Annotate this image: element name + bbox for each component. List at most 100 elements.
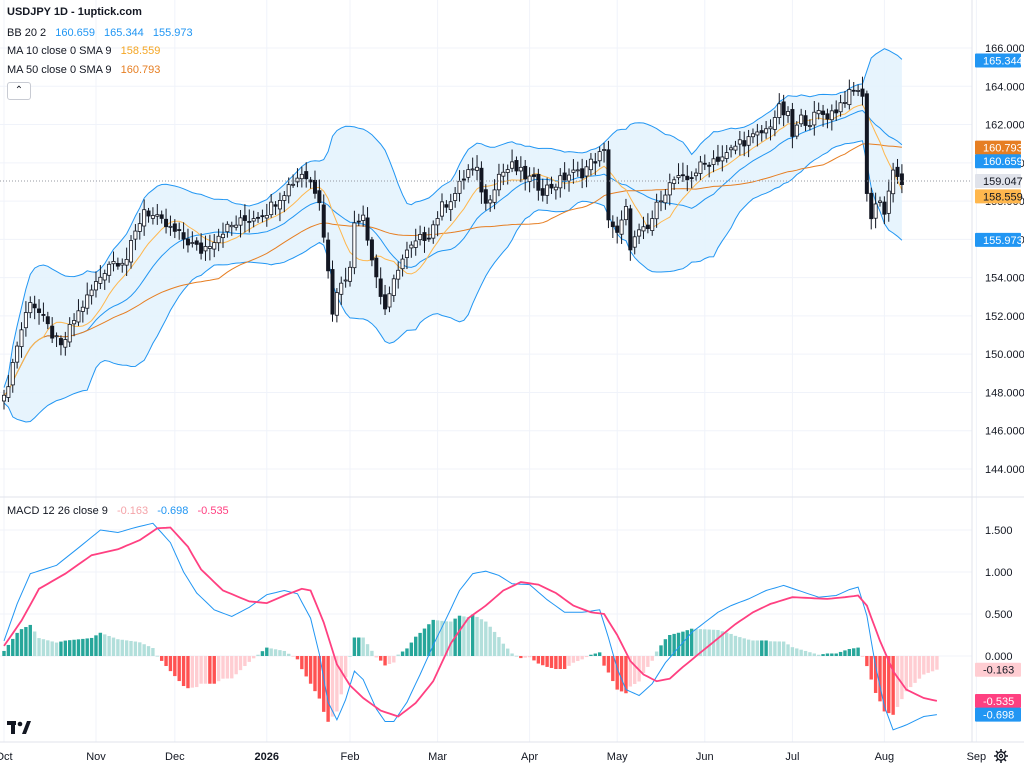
macd-histogram-bar <box>32 631 37 656</box>
time-tick-label: Oct <box>0 751 13 763</box>
candle-body <box>794 124 799 137</box>
candle-body <box>799 114 804 125</box>
candle-body <box>781 101 786 116</box>
candle <box>672 176 677 190</box>
candle <box>291 174 296 188</box>
candle <box>312 170 317 199</box>
candle-body <box>383 294 388 310</box>
candle-body <box>527 175 532 183</box>
ma10-legend[interactable]: MA 10 close 0 SMA 9 158.559 <box>7 45 160 57</box>
macd-histogram-bar <box>409 642 414 656</box>
candle <box>580 158 585 189</box>
tradingview-logo[interactable] <box>6 716 32 738</box>
macd-histogram-bar <box>755 640 760 656</box>
candle <box>711 150 716 173</box>
gear-icon[interactable] <box>993 748 1009 764</box>
candle <box>418 225 423 246</box>
candle-body <box>536 174 541 191</box>
macd-histogram-bar <box>164 656 168 667</box>
macd-histogram-bar <box>361 637 365 656</box>
candle-body <box>32 303 37 309</box>
candle <box>37 299 42 325</box>
macd-histogram-bar <box>860 656 865 657</box>
macd-histogram-bar <box>103 634 107 656</box>
ma50-legend[interactable]: MA 50 close 0 SMA 9 160.793 <box>7 64 160 76</box>
time-tick-label: Nov <box>86 751 106 763</box>
macd-histogram-bar <box>41 639 46 656</box>
macd-histogram-bar <box>628 656 633 687</box>
candle-body <box>829 110 834 121</box>
macd-histogram-bar <box>545 656 549 667</box>
candle <box>203 235 208 261</box>
macd-histogram-bar <box>523 656 527 658</box>
candle-body <box>632 236 637 248</box>
candle-body <box>444 204 449 208</box>
candle-body <box>339 282 344 295</box>
candle-body <box>558 175 563 189</box>
macd-histogram-bar <box>852 648 856 656</box>
price-tick-label: 166.000 <box>985 43 1024 55</box>
macd-legend[interactable]: MACD 12 26 close 9 -0.163 -0.698 -0.535 <box>7 505 229 517</box>
candle-body <box>286 184 291 197</box>
candle-body <box>659 200 664 203</box>
price-tick-label: 152.000 <box>985 311 1024 323</box>
candle <box>45 311 50 330</box>
macd-histogram-bar <box>291 656 295 657</box>
candle <box>102 269 107 290</box>
candle <box>794 121 799 140</box>
candle <box>413 228 418 256</box>
candle <box>369 236 374 267</box>
candle-body <box>404 249 409 258</box>
macd-histogram-bar <box>54 642 59 656</box>
candle-body <box>838 102 843 113</box>
candle-body <box>295 177 300 183</box>
candle <box>107 261 112 283</box>
candle-body <box>356 220 361 223</box>
candle-body <box>505 169 510 173</box>
candle-body <box>588 158 593 171</box>
candle <box>623 198 628 226</box>
macd-histogram-bar <box>159 656 164 661</box>
candle <box>212 234 217 258</box>
macd-histogram-bar <box>922 656 926 675</box>
candle <box>790 102 795 149</box>
candle-body <box>164 218 169 228</box>
candle-body <box>422 232 427 241</box>
candle <box>181 222 186 249</box>
collapse-legend-button[interactable]: ⌃ <box>7 82 31 100</box>
candle <box>326 232 331 279</box>
candle <box>172 219 177 239</box>
candle <box>571 159 576 184</box>
macd-histogram-bar <box>470 614 475 656</box>
candle <box>321 194 326 243</box>
candle-body <box>2 394 7 402</box>
candle-body <box>348 266 353 282</box>
candle <box>523 160 528 191</box>
candle-body <box>321 204 326 238</box>
macd-tick-label: 1.500 <box>985 525 1013 537</box>
bollinger-upper-line <box>3 48 903 388</box>
candle-body <box>667 182 672 196</box>
candle-body <box>869 192 874 220</box>
candle-body <box>453 193 458 201</box>
candle-body <box>580 168 585 179</box>
candle-body <box>483 189 488 204</box>
candle <box>628 204 633 261</box>
candle-body <box>886 190 891 214</box>
macd-histogram-bar <box>107 635 111 656</box>
macd-histogram-bar <box>825 653 830 656</box>
macd-histogram-bar <box>834 653 838 656</box>
macd-histogram-bar <box>238 656 243 671</box>
bb-legend[interactable]: BB 20 2 160.659 165.344 155.973 <box>7 27 193 39</box>
macd-histogram-bar <box>576 656 580 662</box>
candle-body <box>672 179 677 184</box>
candle <box>689 171 694 189</box>
candle <box>860 76 865 106</box>
candle <box>115 257 120 270</box>
candle-body <box>229 224 234 228</box>
candle <box>882 196 887 225</box>
macd-histogram-bar <box>816 654 821 656</box>
candle <box>786 106 791 123</box>
candle-body <box>312 179 317 194</box>
